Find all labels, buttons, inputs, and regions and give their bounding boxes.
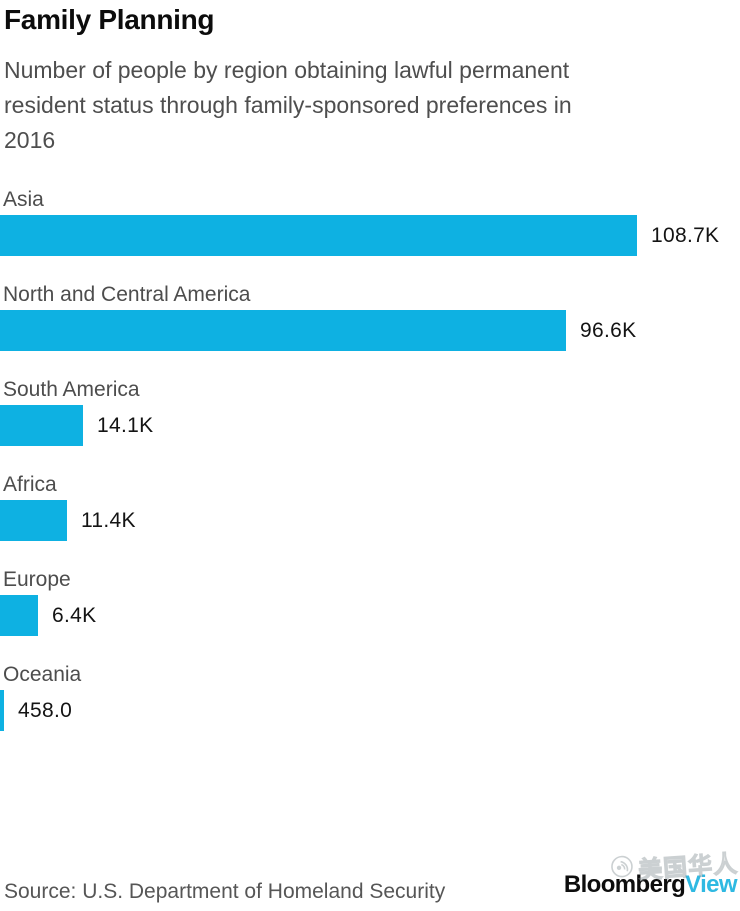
bar-label: Europe <box>3 568 71 591</box>
bar <box>0 595 38 636</box>
bar-value: 6.4K <box>52 603 97 627</box>
bar-line: 11.4K <box>0 500 740 541</box>
bar <box>0 690 4 731</box>
bar-value: 14.1K <box>97 413 154 437</box>
bloomberg-wordmark: Bloomberg <box>563 871 686 898</box>
bar-chart: Asia 108.7K North and Central America 96… <box>0 186 740 756</box>
subtitle-line-3: 2016 <box>4 127 56 153</box>
bar-line: 6.4K <box>0 595 740 636</box>
bar-row: Europe 6.4K <box>0 566 740 636</box>
bar-line: 96.6K <box>0 310 740 351</box>
subtitle-line-1: Number of people by region obtaining law… <box>4 57 570 83</box>
source-note: Source: U.S. Department of Homeland Secu… <box>4 880 446 903</box>
bar-label: South America <box>3 378 140 401</box>
bar-label: Africa <box>3 473 57 496</box>
bar-row: Asia 108.7K <box>0 186 740 256</box>
bar-label: Asia <box>3 188 44 211</box>
bar-line: 108.7K <box>0 215 740 256</box>
bar <box>0 405 83 446</box>
bar-label: North and Central America <box>3 283 251 306</box>
bar-row: Oceania 458.0 <box>0 661 740 731</box>
bar-value: 96.6K <box>580 318 637 342</box>
subtitle-line-2: resident status through family-sponsored… <box>4 92 572 118</box>
bar <box>0 215 637 256</box>
bar-value: 11.4K <box>81 508 136 532</box>
bloomberg-view-logo: BloombergView <box>563 871 738 899</box>
bar-value: 458.0 <box>18 698 73 722</box>
view-wordmark: View <box>685 871 737 898</box>
bar-line: 14.1K <box>0 405 740 446</box>
bar-row: Africa 11.4K <box>0 471 740 541</box>
bar <box>0 500 67 541</box>
bar-line: 458.0 <box>0 690 740 731</box>
chart-subtitle: Number of people by region obtaining law… <box>4 53 734 158</box>
bar-row: North and Central America 96.6K <box>0 281 740 351</box>
chart-title: Family Planning <box>4 4 215 35</box>
bar-row: South America 14.1K <box>0 376 740 446</box>
bar-label: Oceania <box>3 663 82 686</box>
bar-value: 108.7K <box>651 223 720 247</box>
bar <box>0 310 566 351</box>
